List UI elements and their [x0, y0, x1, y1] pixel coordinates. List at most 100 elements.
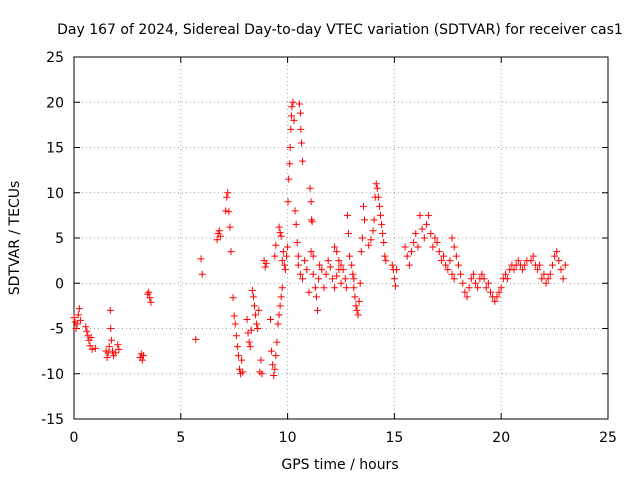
data-point — [393, 266, 401, 274]
data-point — [223, 193, 231, 201]
data-point — [261, 263, 269, 271]
data-point — [410, 239, 418, 247]
data-point — [76, 316, 84, 324]
data-point — [146, 294, 154, 302]
x-tick-label: 0 — [70, 430, 79, 446]
data-point — [463, 293, 471, 301]
data-point — [514, 257, 522, 265]
data-point — [82, 323, 90, 331]
data-point — [107, 325, 115, 332]
data-point — [277, 232, 285, 240]
data-point — [422, 220, 430, 228]
data-point — [333, 272, 341, 280]
data-point — [294, 261, 302, 269]
data-point — [258, 370, 266, 378]
data-point — [309, 270, 317, 278]
data-point — [226, 223, 234, 231]
data-point — [373, 184, 381, 192]
data-point — [401, 243, 409, 251]
x-tick-label: 15 — [385, 430, 403, 446]
data-point — [367, 236, 375, 244]
data-point — [248, 286, 256, 294]
data-point — [348, 261, 356, 269]
data-point — [105, 343, 113, 351]
y-tick-label: 25 — [46, 50, 64, 66]
data-point — [215, 227, 223, 235]
data-point — [461, 288, 469, 296]
data-point — [521, 261, 529, 269]
y-tick-label: -5 — [50, 322, 64, 338]
data-point — [350, 275, 358, 283]
data-point — [480, 275, 488, 283]
data-point — [87, 334, 95, 342]
data-point — [297, 125, 305, 133]
data-point — [374, 193, 382, 201]
data-point — [546, 270, 554, 278]
data-point — [252, 311, 260, 319]
x-axis-label: GPS time / hours — [281, 457, 398, 473]
data-point — [216, 232, 224, 240]
data-point — [382, 257, 390, 265]
data-point — [548, 261, 556, 269]
y-tick-label: 20 — [46, 95, 64, 111]
chart-title: Day 167 of 2024, Sidereal Day-to-day VTE… — [57, 22, 623, 38]
data-point — [296, 270, 304, 278]
data-point — [198, 270, 206, 278]
data-point — [306, 184, 314, 192]
data-point — [369, 227, 377, 235]
data-point — [283, 252, 291, 260]
data-point — [278, 257, 286, 265]
data-point — [351, 293, 359, 301]
data-point — [290, 116, 298, 124]
data-point — [491, 297, 499, 305]
data-point — [115, 345, 123, 353]
data-point — [358, 234, 366, 242]
data-point — [440, 252, 448, 260]
data-point — [234, 352, 242, 360]
y-tick-label: 5 — [55, 231, 64, 247]
data-point — [270, 372, 278, 380]
data-point — [352, 302, 360, 310]
x-tick-label: 20 — [492, 430, 510, 446]
data-point — [538, 275, 546, 283]
y-tick-label: 10 — [46, 186, 64, 202]
data-point — [390, 275, 398, 283]
data-point — [454, 261, 462, 269]
y-tick-label: -10 — [41, 367, 64, 383]
data-point — [360, 216, 368, 224]
data-point — [437, 257, 445, 265]
data-point — [472, 279, 480, 287]
data-point — [268, 347, 276, 355]
data-point — [429, 243, 437, 251]
data-point — [427, 229, 435, 237]
data-point — [72, 325, 80, 332]
data-point — [289, 98, 297, 106]
data-point — [279, 248, 287, 256]
data-point — [238, 356, 246, 364]
data-point — [112, 349, 120, 357]
data-point — [284, 243, 292, 251]
data-point — [247, 326, 255, 334]
data-point — [416, 211, 424, 219]
x-tick-label: 5 — [176, 430, 185, 446]
data-point — [452, 252, 460, 260]
data-point — [295, 100, 303, 108]
data-point — [297, 139, 305, 147]
data-point — [287, 125, 295, 133]
data-point — [253, 320, 261, 328]
data-point — [318, 266, 326, 274]
data-point — [561, 261, 569, 269]
data-point — [370, 216, 378, 224]
data-point — [70, 314, 78, 322]
data-point — [91, 344, 99, 352]
data-point — [335, 257, 343, 265]
data-point — [312, 293, 320, 301]
data-point — [292, 220, 300, 228]
data-point — [337, 261, 345, 269]
data-point — [285, 175, 293, 183]
data-point — [497, 284, 505, 292]
data-point — [104, 349, 112, 357]
data-point — [420, 234, 428, 242]
data-point — [222, 207, 230, 215]
data-point — [246, 343, 254, 351]
